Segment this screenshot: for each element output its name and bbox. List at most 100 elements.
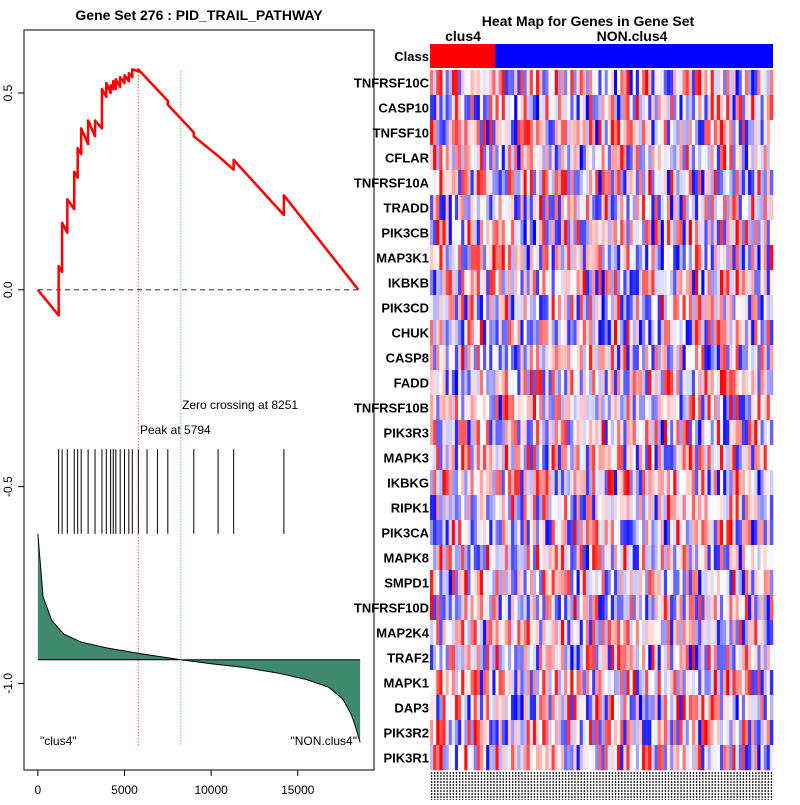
heat-map-cell <box>536 620 540 646</box>
heat-map-cell <box>433 270 437 296</box>
heat-map-cell <box>698 345 702 371</box>
heat-map-cell <box>526 620 531 646</box>
heat-map-cell <box>760 645 764 671</box>
heat-map-cell <box>467 295 471 321</box>
heat-map-cell <box>723 395 727 421</box>
heat-map-cell <box>732 295 736 321</box>
heat-map-cell <box>433 395 437 421</box>
heat-map-cell <box>735 395 739 421</box>
heat-map-cell <box>738 470 743 496</box>
heat-map-cell <box>461 720 465 746</box>
heat-map-cell <box>523 295 527 321</box>
heat-map-cell <box>713 220 718 246</box>
heat-map-cell <box>701 95 705 121</box>
heat-map-cell <box>557 70 562 96</box>
heat-map-cell <box>504 370 509 396</box>
heat-map-cell <box>645 620 649 646</box>
heat-map-cell <box>613 695 618 721</box>
heat-map-cell <box>567 245 571 271</box>
heat-map-cell <box>492 445 496 471</box>
heat-map-cell <box>741 295 746 321</box>
heat-map-cell <box>704 695 708 721</box>
heat-map-cell <box>551 745 556 771</box>
heat-map-cell <box>679 620 683 646</box>
heat-map-cell <box>461 395 465 421</box>
heat-map-cell <box>695 470 699 496</box>
heat-map-cell <box>651 145 655 171</box>
heat-map-cell <box>489 420 493 446</box>
heat-map-cell <box>526 595 531 621</box>
heat-map-cell <box>763 745 768 771</box>
heat-map-cell <box>613 220 618 246</box>
heat-map-cell <box>492 220 496 246</box>
heat-map-cell <box>467 645 471 671</box>
heat-map-cell <box>595 595 599 621</box>
heat-map-cell <box>754 395 758 421</box>
heat-map-cell <box>454 70 459 96</box>
heat-map-cell <box>573 295 577 321</box>
heat-map-cell <box>623 645 627 671</box>
heat-map-cell <box>589 420 593 446</box>
heat-map-cell <box>501 395 506 421</box>
heat-map-cell <box>448 345 453 371</box>
heat-map-cell <box>479 195 484 221</box>
heat-map-cell <box>673 145 677 171</box>
heat-map-cell <box>704 320 708 346</box>
heat-map-cell <box>604 145 609 171</box>
heat-map-cell <box>660 620 665 646</box>
heat-map-cell <box>751 170 755 196</box>
heat-map-cell <box>514 620 518 646</box>
heat-map-cell <box>445 745 450 771</box>
heat-map-cell <box>716 645 721 671</box>
heat-map-cell <box>570 745 574 771</box>
heat-map-cell <box>763 220 768 246</box>
heat-map-cell <box>663 445 668 471</box>
heat-map-cell <box>532 195 537 221</box>
heat-map-cell <box>536 470 540 496</box>
heat-map-cell <box>657 720 662 746</box>
heat-map-cell <box>567 570 571 596</box>
heat-map-cell <box>458 395 462 421</box>
heat-map-cell <box>548 570 552 596</box>
heat-map-cell <box>495 195 499 221</box>
heat-map-cell <box>723 370 727 396</box>
heat-map-cell <box>601 245 605 271</box>
heat-map-cell <box>632 145 637 171</box>
heat-map-cell <box>601 70 605 96</box>
heat-map-cell <box>626 470 630 496</box>
heat-map-cell <box>654 595 658 621</box>
heat-map-cell <box>492 545 496 571</box>
heat-map-cell <box>726 670 730 696</box>
heat-map-cell <box>489 695 493 721</box>
heat-map-cell <box>691 120 696 146</box>
heat-map-cell <box>523 145 527 171</box>
heat-map-cell <box>604 120 609 146</box>
heat-map-cell <box>613 270 618 296</box>
heat-map-cell <box>691 320 696 346</box>
heat-map-cell <box>442 195 446 221</box>
heat-map-cell <box>598 670 602 696</box>
heat-map-cell <box>532 470 537 496</box>
heat-map-cell <box>492 170 496 196</box>
heat-map-cell <box>716 670 721 696</box>
heat-map-cell <box>451 570 456 596</box>
heat-map-cell <box>573 670 577 696</box>
heat-map-cell <box>666 195 671 221</box>
heat-map-cell <box>445 95 450 121</box>
heat-map-cell <box>623 445 627 471</box>
heat-map-cell <box>560 195 565 221</box>
heat-map-cell <box>511 595 515 621</box>
heat-map-cell <box>545 570 549 596</box>
heat-map-cell <box>713 245 718 271</box>
heat-map-cell <box>635 370 640 396</box>
heat-map-cell <box>539 120 543 146</box>
heat-map-cell <box>445 195 450 221</box>
heat-map-cell <box>642 295 646 321</box>
heat-map-cell <box>695 545 699 571</box>
heat-map-cell <box>735 720 739 746</box>
heat-map-cell <box>576 645 580 671</box>
heat-map-cell <box>504 345 509 371</box>
heat-map-cell <box>545 295 549 321</box>
heat-map-cell <box>751 370 755 396</box>
heat-map-cell <box>726 220 730 246</box>
